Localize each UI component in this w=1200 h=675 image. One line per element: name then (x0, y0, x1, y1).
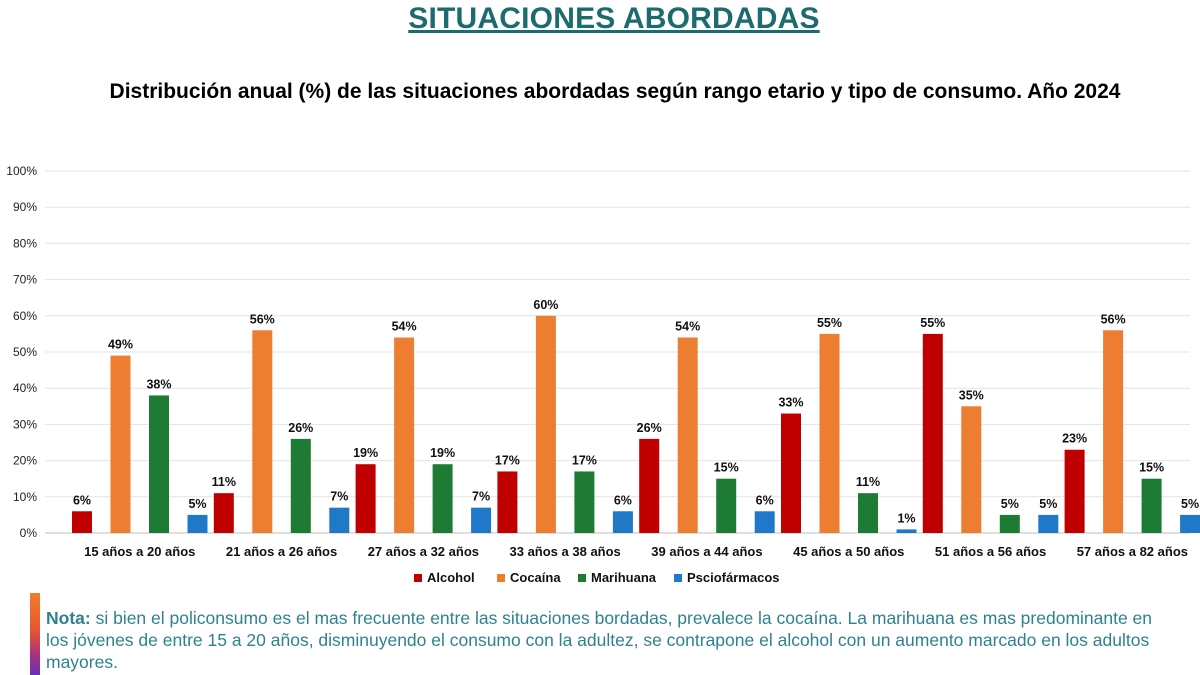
data-label: 6% (756, 493, 774, 507)
data-label: 26% (288, 421, 313, 435)
bar (781, 414, 801, 533)
bar (820, 334, 840, 533)
data-label: 56% (250, 312, 275, 326)
y-tick-label: 40% (13, 381, 37, 395)
bar (536, 316, 556, 533)
note-body: si bien el policonsumo es el mas frecuen… (46, 608, 1152, 672)
data-label: 54% (675, 320, 700, 334)
y-tick-label: 80% (13, 236, 37, 250)
bar (961, 406, 981, 533)
bar (329, 508, 349, 533)
y-tick-label: 60% (13, 309, 37, 323)
data-label: 7% (330, 490, 348, 504)
data-label: 35% (959, 388, 984, 402)
bar (149, 395, 169, 533)
bar (574, 471, 594, 533)
data-label: 54% (392, 320, 417, 334)
data-label: 26% (637, 421, 662, 435)
bar (72, 511, 92, 533)
data-label: 7% (472, 490, 490, 504)
data-label: 1% (897, 511, 915, 525)
bar (1038, 515, 1058, 533)
data-label: 11% (212, 475, 236, 489)
x-tick-label: 57 años a 82 años (1077, 544, 1188, 559)
data-label: 38% (146, 377, 171, 391)
bar (433, 464, 453, 533)
y-tick-label: 70% (13, 273, 37, 287)
data-label: 19% (430, 446, 455, 460)
x-tick-label: 15 años a 20 años (84, 544, 195, 559)
y-tick-label: 0% (20, 526, 38, 540)
x-tick-label: 27 años a 32 años (368, 544, 479, 559)
data-label: 55% (817, 316, 842, 330)
data-label: 5% (1039, 497, 1057, 511)
data-label: 17% (572, 453, 597, 467)
page-title: SITUACIONES ABORDADAS (0, 2, 1200, 36)
bar (716, 479, 736, 533)
bar (1065, 450, 1085, 533)
data-label: 60% (533, 298, 558, 312)
bar (214, 493, 234, 533)
data-label: 5% (188, 497, 206, 511)
note-accent-bar (30, 593, 40, 675)
y-tick-label: 100% (6, 164, 37, 178)
data-label: 11% (856, 475, 880, 489)
y-tick-label: 90% (13, 200, 37, 214)
bar (394, 338, 414, 533)
bar (858, 493, 878, 533)
y-tick-label: 10% (13, 490, 37, 504)
data-label: 15% (1139, 461, 1164, 475)
data-label: 6% (614, 493, 632, 507)
x-tick-label: 33 años a 38 años (510, 544, 621, 559)
bar (755, 511, 775, 533)
legend-label: Alcohol (427, 570, 475, 585)
data-label: 23% (1062, 432, 1087, 446)
x-tick-label: 51 años a 56 años (935, 544, 1046, 559)
bar (252, 330, 272, 533)
bar (188, 515, 208, 533)
legend-label: Cocaína (510, 570, 561, 585)
data-label: 5% (1001, 497, 1019, 511)
y-tick-label: 20% (13, 454, 37, 468)
bar (1103, 330, 1123, 533)
data-label: 6% (73, 493, 91, 507)
data-label: 56% (1101, 312, 1126, 326)
bar (897, 529, 917, 533)
x-tick-label: 39 años a 44 años (651, 544, 762, 559)
data-label: 17% (495, 453, 520, 467)
legend-swatch (578, 574, 586, 582)
data-label: 55% (920, 316, 945, 330)
bar (1142, 479, 1162, 533)
bar (1000, 515, 1020, 533)
note-box: Nota: si bien el policonsumo es el mas f… (30, 593, 1190, 673)
bar (613, 511, 633, 533)
note-label: Nota: (46, 608, 91, 628)
x-tick-label: 21 años a 26 años (226, 544, 337, 559)
data-label: 49% (108, 338, 133, 352)
data-label: 15% (714, 461, 739, 475)
legend-swatch (497, 574, 505, 582)
bar (111, 356, 131, 533)
data-label: 33% (778, 396, 803, 410)
legend-swatch (414, 574, 422, 582)
bar (678, 338, 698, 533)
bar (923, 334, 943, 533)
legend-swatch (674, 574, 682, 582)
chart-title: Distribución anual (%) de las situacione… (0, 80, 1200, 104)
bar (639, 439, 659, 533)
data-label: 5% (1181, 497, 1199, 511)
y-tick-label: 30% (13, 417, 37, 431)
bar (471, 508, 491, 533)
y-tick-label: 50% (13, 345, 37, 359)
data-label: 19% (353, 446, 378, 460)
legend-label: Marihuana (591, 570, 657, 585)
x-tick-label: 45 años a 50 años (793, 544, 904, 559)
note-text: Nota: si bien el policonsumo es el mas f… (46, 607, 1176, 673)
bar-chart: 0% 10% 20% 30% 40% 50% 60% 70% 80% 90% 100% 6% 49% 38… (0, 150, 1200, 590)
bar (1180, 515, 1200, 533)
legend-label: Psciofármacos (687, 570, 780, 585)
bar (356, 464, 376, 533)
bar (291, 439, 311, 533)
bar (497, 471, 517, 533)
